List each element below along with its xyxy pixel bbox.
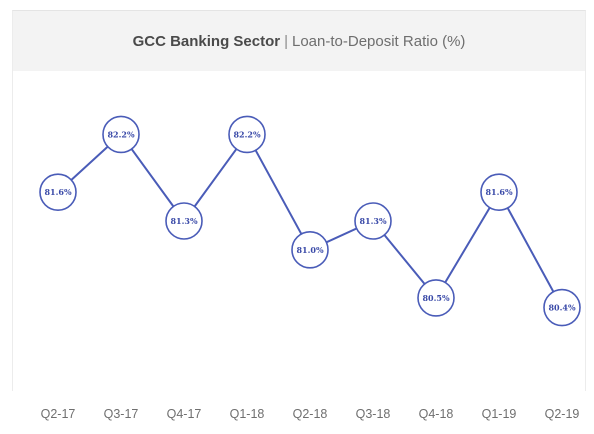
data-point-marker: [417, 279, 455, 317]
data-label: 81.6%: [485, 187, 512, 197]
chart-title-bar: GCC Banking Sector | Loan-to-Deposit Rat…: [13, 11, 585, 71]
data-label: 80.5%: [422, 293, 449, 303]
data-point-marker: [354, 202, 392, 240]
x-tick-label: Q1-19: [482, 407, 517, 421]
data-label: 81.3%: [359, 216, 386, 226]
x-tick-label: Q3-17: [104, 407, 139, 421]
x-tick-label: Q1-18: [230, 407, 265, 421]
data-point-marker: [291, 231, 329, 269]
data-label: 82.2%: [107, 129, 134, 139]
x-tick-label: Q2-19: [545, 407, 580, 421]
data-point-marker: [165, 202, 203, 240]
data-point-marker: [102, 115, 140, 154]
data-label: 82.2%: [233, 129, 260, 139]
data-label: 80.4%: [548, 303, 575, 313]
x-tick-label: Q3-18: [356, 407, 391, 421]
x-tick-label: Q4-18: [419, 407, 454, 421]
data-label: 81.0%: [296, 245, 323, 255]
chart-subtitle: Loan-to-Deposit Ratio (%): [292, 32, 466, 50]
x-tick-label: Q4-17: [167, 407, 202, 421]
data-point-marker: [228, 115, 266, 154]
title-separator: |: [284, 32, 288, 50]
data-point-marker: [480, 173, 518, 211]
data-label: 81.3%: [170, 216, 197, 226]
x-tick-label: Q2-18: [293, 407, 328, 421]
x-tick-label: Q2-17: [41, 407, 76, 421]
series-line: [57, 132, 563, 309]
chart-title: GCC Banking Sector: [132, 32, 281, 50]
data-point-marker: [543, 288, 581, 327]
data-point-marker: [39, 173, 77, 211]
data-label: 81.6%: [44, 187, 71, 197]
